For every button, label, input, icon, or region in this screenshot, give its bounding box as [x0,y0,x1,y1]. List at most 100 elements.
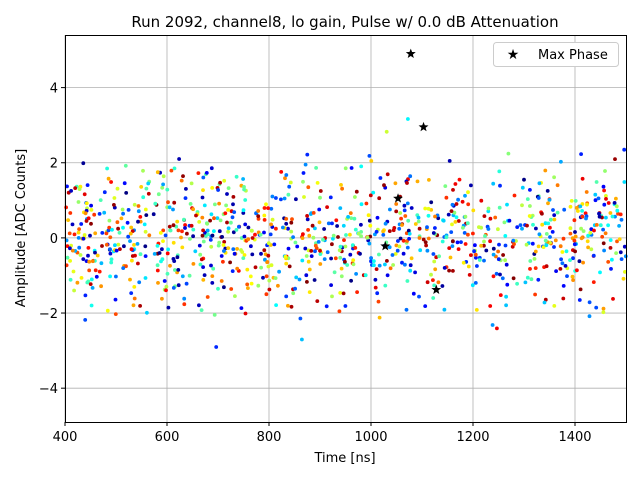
scatter-point [411,291,416,296]
scatter-point [228,260,233,265]
scatter-point [359,234,363,239]
scatter-point [81,236,86,241]
scatter-point [610,257,614,262]
scatter-point [200,233,205,238]
scatter-point [466,190,470,195]
scatter-point [166,200,170,205]
scatter-point [306,259,311,264]
x-tick-label: 1000 [354,430,387,445]
scatter-point [283,254,288,259]
scatter-point [593,192,598,197]
scatter-point [279,170,284,174]
scatter-point [377,263,382,268]
scatter-point [543,238,548,243]
scatter-point [350,243,355,248]
scatter-point [449,209,454,214]
scatter-point [88,282,93,286]
scatter-point [99,261,104,266]
scatter-point [356,231,361,236]
scatter-point [336,235,340,239]
y-tick-label: 4 [50,82,58,97]
scatter-point [112,203,116,207]
legend-star-icon: ★ [507,47,520,63]
scatter-point [197,243,202,248]
scatter-point [204,171,209,175]
scatter-point [135,242,140,246]
scatter-point [601,184,606,189]
scatter-point [85,280,90,285]
scatter-point [269,222,273,227]
scatter-point [372,263,376,268]
scatter-point [450,222,454,227]
max-phase-star [431,284,442,294]
scatter-point [243,198,248,202]
scatter-point [216,243,221,248]
scatter-point [325,205,329,210]
scatter-point [500,276,505,281]
scatter-point [287,184,292,189]
scatter-point [440,239,445,244]
scatter-point [180,229,184,234]
scatter-point [577,298,582,302]
scatter-point [156,192,161,197]
scatter-point [341,291,346,296]
scatter-point [334,218,339,223]
scatter-point [235,266,240,271]
scatter-point [300,258,305,263]
scatter-point [351,262,356,267]
scatter-point [210,186,215,190]
scatter-point [387,245,392,250]
scatter-point [601,310,606,315]
scatter-point [253,265,258,270]
scatter-point [459,240,463,245]
scatter-point [454,215,459,220]
scatter-point [349,216,354,221]
scatter-point [276,283,280,288]
scatter-point [291,291,296,296]
scatter-point [471,208,476,213]
scatter-point [545,189,550,193]
scatter-point [249,281,254,286]
scatter-point [313,226,317,231]
scatter-point [303,246,308,251]
scatter-point [551,208,555,212]
scatter-point [574,206,579,210]
scatter-point [65,244,70,249]
scatter-point [618,212,623,217]
scatter-point [288,180,293,185]
scatter-point [328,195,333,200]
scatter-point [528,188,532,192]
scatter-point [219,254,224,258]
scatter-point [358,251,362,256]
scatter-point [339,266,344,271]
scatter-point [381,229,385,234]
scatter-point [613,157,617,162]
scatter-point [444,195,449,200]
scatter-point [136,219,140,224]
scatter-point [318,262,323,266]
scatter-point [222,178,227,183]
scatter-point [121,266,126,270]
scatter-point [398,211,403,215]
scatter-point [185,231,189,236]
scatter-point [496,227,500,232]
scatter-point [425,248,430,253]
scatter-point [258,232,263,237]
scatter-point [409,206,414,210]
scatter-point [343,166,348,171]
scatter-point [377,196,382,201]
scatter-point [552,175,556,180]
scatter-point [158,231,163,235]
scatter-point [449,230,454,235]
scatter-point [290,217,294,222]
scatter-point [146,191,151,196]
scatter-point [578,287,583,292]
scatter-point [322,257,327,261]
scatter-point [201,239,206,244]
scatter-point [555,183,560,188]
scatter-point [573,234,578,239]
scatter-point [448,255,453,260]
scatter-point [315,299,320,303]
scatter-point [615,239,619,244]
